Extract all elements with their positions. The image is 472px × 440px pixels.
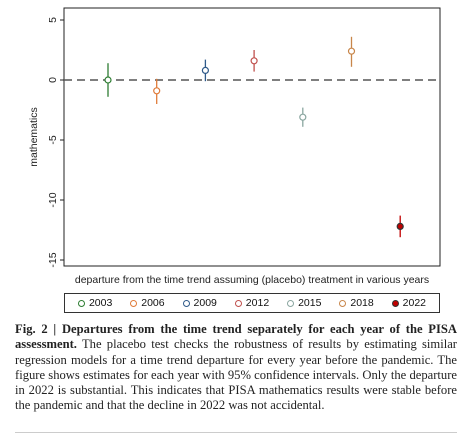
legend-marker — [182, 299, 190, 307]
legend-label: 2022 — [402, 297, 426, 309]
point-2015 — [299, 113, 307, 121]
y-tick-label: 5 — [47, 17, 59, 23]
plot-area — [63, 7, 441, 267]
legend-item-2018: 2018 — [339, 297, 374, 309]
legend: 2003 2006 2009 2012 2015 2018 2022 — [64, 293, 440, 313]
legend-label: 2003 — [88, 297, 113, 309]
caption-rule — [15, 432, 457, 433]
y-tick-label: -15 — [47, 252, 59, 267]
point-2022 — [396, 222, 404, 230]
point-2003 — [104, 76, 112, 84]
legend-item-2009: 2009 — [182, 297, 217, 309]
legend-marker — [130, 299, 138, 307]
y-tick-label: -5 — [47, 135, 59, 144]
legend-item-2003: 2003 — [77, 297, 113, 309]
point-2009 — [201, 66, 209, 75]
legend-label: 2015 — [298, 297, 322, 309]
legend-label: 2006 — [141, 297, 165, 309]
y-tick-label: -10 — [47, 192, 59, 207]
figure-caption: Fig. 2 | Departures from the time trend … — [15, 322, 457, 414]
legend-marker — [391, 299, 399, 307]
legend-marker — [287, 299, 295, 307]
y-axis-label: mathematics — [28, 107, 40, 167]
legend-marker — [234, 299, 242, 307]
legend-item-2015: 2015 — [287, 297, 321, 309]
caption-text: The placebo test checks the robustness o… — [15, 337, 457, 413]
y-tick-label: 0 — [47, 77, 59, 83]
legend-label: 2009 — [193, 297, 217, 309]
legend-item-2006: 2006 — [130, 297, 165, 309]
point-2012 — [250, 57, 258, 65]
legend-item-2012: 2012 — [234, 297, 270, 309]
point-2006 — [153, 87, 161, 95]
legend-label: 2012 — [245, 297, 270, 309]
legend-marker — [77, 299, 85, 307]
caption-label: Fig. 2 | Departures from the time trend … — [15, 322, 457, 352]
y-axis: 5 0 -5 -10 -15 — [47, 17, 64, 268]
x-axis-label: departure from the time trend assuming (… — [75, 274, 429, 286]
chart-marks — [104, 36, 404, 238]
legend-label: 2018 — [350, 297, 374, 309]
legend-marker — [339, 299, 347, 307]
legend-item-2022: 2022 — [391, 297, 426, 309]
placebo-chart: 5 0 -5 -10 -15 mathematics departure from th… — [28, 7, 441, 286]
point-2018 — [347, 47, 356, 55]
